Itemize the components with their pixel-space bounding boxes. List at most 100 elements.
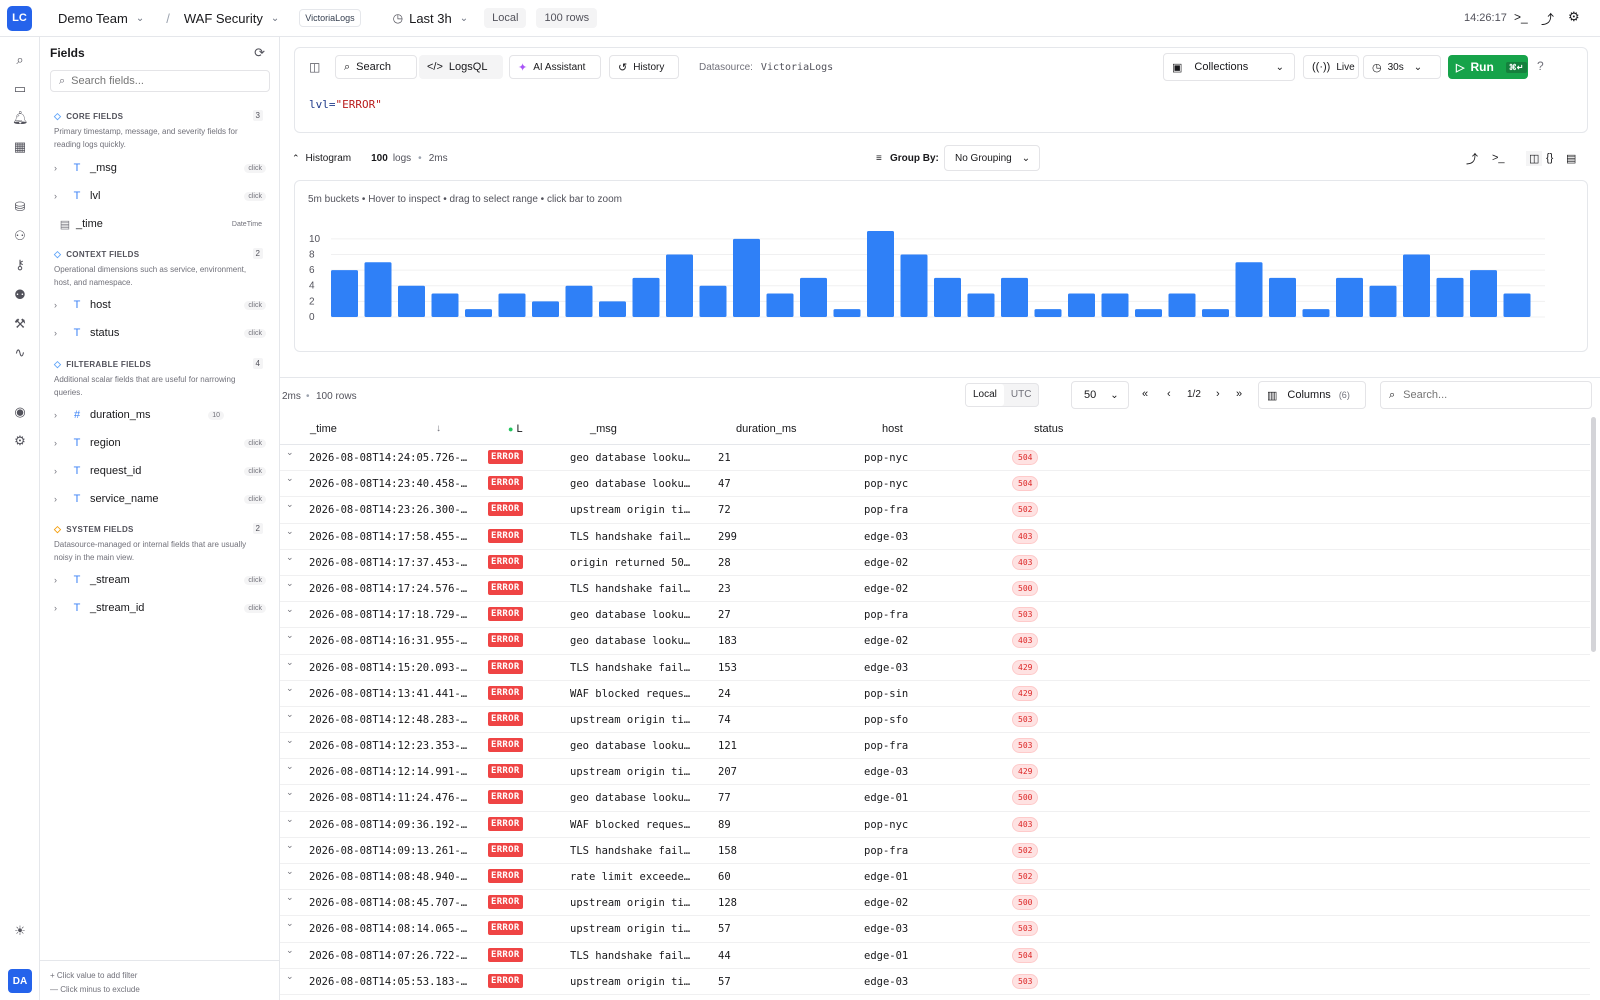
tz-local-option[interactable]: Local: [966, 384, 1004, 406]
expand-row-icon[interactable]: ⌄: [286, 682, 294, 693]
table-row[interactable]: ⌄ 2026-08-08T14:24:05.726-… ERROR geo datab…: [280, 445, 1590, 472]
table-row[interactable]: ⌄ 2026-08-08T14:12:23.353-… ERROR geo datab…: [280, 733, 1590, 760]
chevron-right-icon[interactable]: ›: [54, 300, 57, 310]
histogram-bar[interactable]: [1302, 309, 1330, 317]
column-header-duration[interactable]: duration_ms: [736, 423, 797, 435]
histogram-bar[interactable]: [1135, 309, 1162, 317]
expand-row-icon[interactable]: ⌄: [286, 866, 294, 876]
timezone-chip[interactable]: Local: [484, 8, 527, 28]
expand-row-icon[interactable]: ⌄: [286, 735, 294, 746]
wrench-icon[interactable]: ⚒: [14, 316, 26, 331]
table-row[interactable]: ⌄ 2026-08-08T14:17:24.576-… ERROR TLS hands…: [280, 576, 1590, 603]
user-avatar[interactable]: DA: [8, 969, 32, 993]
sort-desc-icon[interactable]: ↓: [436, 423, 441, 434]
expand-row-icon[interactable]: ⌄: [286, 656, 294, 667]
share-icon[interactable]: ⤴: [1541, 12, 1555, 27]
collections-dropdown[interactable]: ▣ Collections ⌄: [1163, 53, 1295, 81]
group-by-dropdown[interactable]: No Grouping ⌄: [944, 145, 1040, 171]
table-row[interactable]: ⌄ 2026-08-08T14:17:18.729-… ERROR geo datab…: [280, 602, 1590, 629]
page-size-select[interactable]: 50 ⌄: [1071, 381, 1129, 409]
table-row[interactable]: ⌄ 2026-08-08T14:11:24.476-… ERROR geo datab…: [280, 785, 1590, 812]
bell-icon[interactable]: 🔔︎: [12, 110, 29, 125]
chevron-up-icon[interactable]: ⌃: [292, 152, 300, 163]
expand-row-icon[interactable]: ⌄: [286, 630, 294, 641]
help-icon[interactable]: ?: [1537, 59, 1544, 73]
histogram-bar[interactable]: [632, 277, 660, 317]
table-scrollbar[interactable]: [1591, 417, 1596, 652]
chevron-right-icon[interactable]: ›: [54, 191, 57, 201]
history-button[interactable]: ↺ History: [609, 55, 679, 79]
histogram-bar[interactable]: [599, 301, 626, 317]
terminal-icon[interactable]: >_: [1514, 10, 1528, 24]
columns-button[interactable]: ▥ Columns (6): [1258, 381, 1366, 409]
time-range-selector[interactable]: ◷ Last 3h ⌄: [393, 11, 469, 26]
histogram-bar[interactable]: [1336, 277, 1363, 317]
histogram-bar[interactable]: [1168, 293, 1196, 317]
table-search[interactable]: ⌕: [1380, 381, 1592, 409]
histogram-chart[interactable]: 5m buckets • Hover to inspect • drag to …: [294, 180, 1588, 352]
histogram-svg[interactable]: 0 2 4 6 8 10: [295, 211, 1589, 351]
histogram-bar[interactable]: [800, 277, 827, 317]
ai-assistant-button[interactable]: ✦ AI Assistant: [509, 55, 601, 79]
histogram-bar[interactable]: [364, 262, 392, 317]
histogram-bar[interactable]: [967, 293, 995, 317]
terminal-icon[interactable]: >_: [1492, 152, 1505, 164]
histogram-bar[interactable]: [398, 285, 425, 317]
refresh-icon[interactable]: ⟳: [254, 45, 265, 60]
table-row[interactable]: ⌄ 2026-08-08T14:13:41.441-… ERROR WAF block…: [280, 681, 1590, 707]
account-icon[interactable]: ◉: [14, 404, 26, 419]
column-header-msg[interactable]: _msg: [590, 423, 617, 435]
histogram-bar[interactable]: [833, 309, 861, 317]
database-icon[interactable]: ⛁: [14, 199, 26, 214]
expand-row-icon[interactable]: ⌄: [286, 944, 294, 955]
query-input[interactable]: lvl="ERROR": [309, 98, 382, 111]
field-search-input[interactable]: [71, 75, 252, 87]
histogram-bar[interactable]: [498, 293, 526, 317]
histogram-bar[interactable]: [766, 293, 794, 317]
histogram-bar[interactable]: [1034, 309, 1062, 317]
table-row[interactable]: ⌄ 2026-08-08T14:08:45.707-… ERROR upstream …: [280, 890, 1590, 917]
chevron-right-icon[interactable]: ›: [54, 328, 57, 338]
run-button[interactable]: ▷ Run ⌘↵: [1448, 55, 1528, 79]
expand-row-icon[interactable]: ⌄: [286, 473, 294, 484]
histogram-bar[interactable]: [1001, 277, 1028, 317]
table-row[interactable]: ⌄ 2026-08-08T14:05:53.183-… ERROR upstream …: [280, 969, 1590, 995]
last-page-icon[interactable]: »: [1236, 388, 1243, 400]
live-toggle[interactable]: ((·)) Live: [1303, 55, 1359, 79]
chevron-right-icon[interactable]: ›: [54, 410, 57, 420]
expand-row-icon[interactable]: ⌄: [286, 970, 294, 981]
key-icon[interactable]: ⚷: [15, 257, 25, 272]
expand-row-icon[interactable]: ⌄: [286, 787, 294, 798]
tab-logsql[interactable]: </> LogsQL: [419, 55, 503, 79]
sidebar-toggle-icon[interactable]: ◫: [309, 60, 321, 74]
table-row[interactable]: ⌄ 2026-08-08T14:17:37.453-… ERROR origin re…: [280, 550, 1590, 576]
chevron-right-icon[interactable]: ›: [54, 603, 57, 613]
chevron-right-icon[interactable]: ›: [54, 494, 57, 504]
histogram-bar[interactable]: [867, 231, 894, 317]
view-raw-icon[interactable]: ◫: [1526, 150, 1543, 166]
table-row[interactable]: ⌄ 2026-08-08T14:17:58.455-… ERROR TLS hands…: [280, 524, 1590, 550]
expand-row-icon[interactable]: ⌄: [286, 447, 294, 457]
table-row[interactable]: ⌄ 2026-08-08T14:09:13.261-… ERROR TLS hands…: [280, 838, 1590, 864]
project-selector[interactable]: WAF Security ⌄: [184, 11, 279, 26]
expand-row-icon[interactable]: ⌄: [286, 551, 294, 562]
histogram-bar[interactable]: [1503, 293, 1531, 317]
expand-row-icon[interactable]: ⌄: [286, 813, 294, 824]
table-row[interactable]: ⌄ 2026-08-08T14:16:31.955-… ERROR geo datab…: [280, 628, 1590, 655]
field-row-time[interactable]: ▤ _time DateTime: [54, 214, 274, 234]
tz-utc-option[interactable]: UTC: [1010, 389, 1032, 400]
histogram-bar[interactable]: [431, 293, 459, 317]
expand-row-icon[interactable]: ⌄: [286, 577, 294, 588]
table-row[interactable]: ⌄ 2026-08-08T14:12:48.283-… ERROR upstream …: [280, 707, 1590, 734]
dashboard-icon[interactable]: ▦: [13, 139, 27, 154]
prev-page-icon[interactable]: ‹: [1167, 388, 1171, 400]
histogram-bar[interactable]: [699, 285, 727, 317]
histogram-bar[interactable]: [666, 254, 693, 317]
gear-icon[interactable]: ⚙: [1568, 9, 1580, 24]
